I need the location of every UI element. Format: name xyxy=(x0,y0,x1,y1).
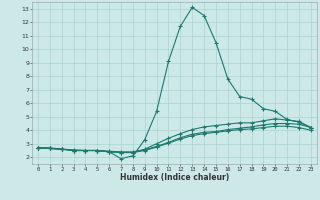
X-axis label: Humidex (Indice chaleur): Humidex (Indice chaleur) xyxy=(120,173,229,182)
